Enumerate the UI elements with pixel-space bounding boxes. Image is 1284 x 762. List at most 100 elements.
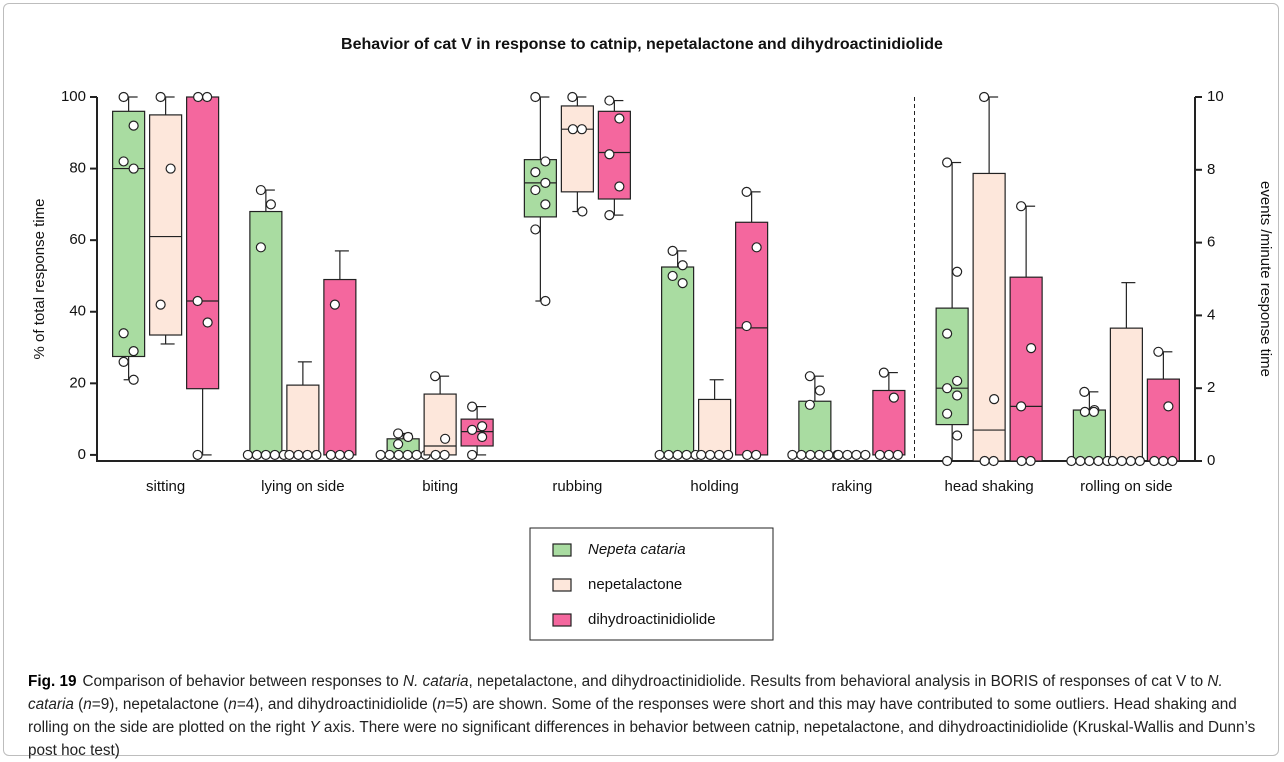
caption-text: axis. There were no significant differen… [28,719,1256,759]
data-point [430,449,441,461]
data-point [723,449,734,461]
data-point [192,449,203,461]
data-point [384,449,395,461]
data-point [677,260,688,271]
data-point [430,371,441,382]
data-point [851,449,862,461]
data-point [667,270,678,282]
legend-swatch [552,578,572,592]
caption-text: Y [309,719,320,736]
data-point [155,91,166,103]
box [1072,409,1106,462]
box [149,114,183,336]
y2-tick-label: 6 [1207,234,1215,251]
data-point [467,424,478,435]
box [1009,276,1043,462]
data-point [1134,455,1145,467]
data-point [751,449,762,461]
data-point [878,367,889,378]
data-point [874,449,885,461]
box [460,418,494,447]
data-point [705,449,716,461]
data-point [311,449,322,461]
data-point [1093,455,1104,467]
box [972,172,1006,462]
data-point [989,394,1000,405]
data-point [293,449,304,461]
data-point [654,449,665,461]
data-point [329,299,340,310]
legend-swatch [552,613,572,627]
data-point [804,399,815,410]
data-point [952,430,963,441]
y2-tick-label: 0 [1207,452,1215,469]
data-point [1026,343,1037,354]
x-tick-label: biting [422,478,458,495]
data-point [979,455,990,467]
y2-tick-label: 2 [1207,379,1215,396]
data-point [540,156,551,167]
box [249,210,283,456]
data-point [814,385,825,396]
box [323,278,357,456]
data-point [155,299,166,310]
x-tick-label: sitting [146,478,185,495]
data-point [467,449,478,461]
box [112,110,146,358]
data-point [1153,346,1164,357]
box [186,96,220,390]
data-point [696,449,707,461]
box [661,266,695,456]
data-point [952,375,963,387]
data-point [942,157,953,168]
y-tick-label: 40 [69,303,86,320]
data-point [1079,406,1090,417]
data-point [375,449,386,461]
data-point [1084,455,1095,467]
caption-text: N. cataria [28,673,1223,713]
data-point [942,383,953,394]
data-point [952,266,963,277]
y2-tick-label: 4 [1207,306,1215,323]
y2-tick-label: 8 [1207,161,1215,178]
data-point [1079,386,1090,397]
data-point [165,163,176,174]
data-point [540,177,551,188]
box [698,398,732,456]
data-point [530,224,541,235]
data-point [202,317,213,328]
data-point [952,390,963,401]
legend-label: dihydroactinidiolide [588,611,716,628]
box [1146,378,1180,462]
box [935,307,969,426]
data-point [604,149,615,160]
caption-text: Comparison of behavior between responses… [82,673,404,690]
y2-tick-label: 10 [1207,88,1224,105]
data-point [1116,455,1127,467]
data-point [576,124,587,135]
box [423,393,457,456]
data-point [663,449,674,461]
x-tick-label: holding [690,478,738,495]
data-point [567,124,578,135]
data-point [942,408,953,419]
data-point [1149,455,1160,467]
data-point [260,449,271,461]
data-point [614,181,625,192]
y-axis-label: % of total response time [31,199,48,360]
data-point [842,449,853,461]
data-point [672,449,683,461]
data-point [118,356,129,367]
x-tick-label: head shaking [945,478,1034,495]
data-point [614,113,625,124]
data-point [193,91,204,103]
data-point [128,346,139,357]
data-point [402,449,413,461]
data-point [255,184,266,196]
box [1109,327,1143,462]
data-point [393,449,404,461]
data-point [530,184,541,196]
data-point [833,449,844,461]
data-point [604,210,615,221]
